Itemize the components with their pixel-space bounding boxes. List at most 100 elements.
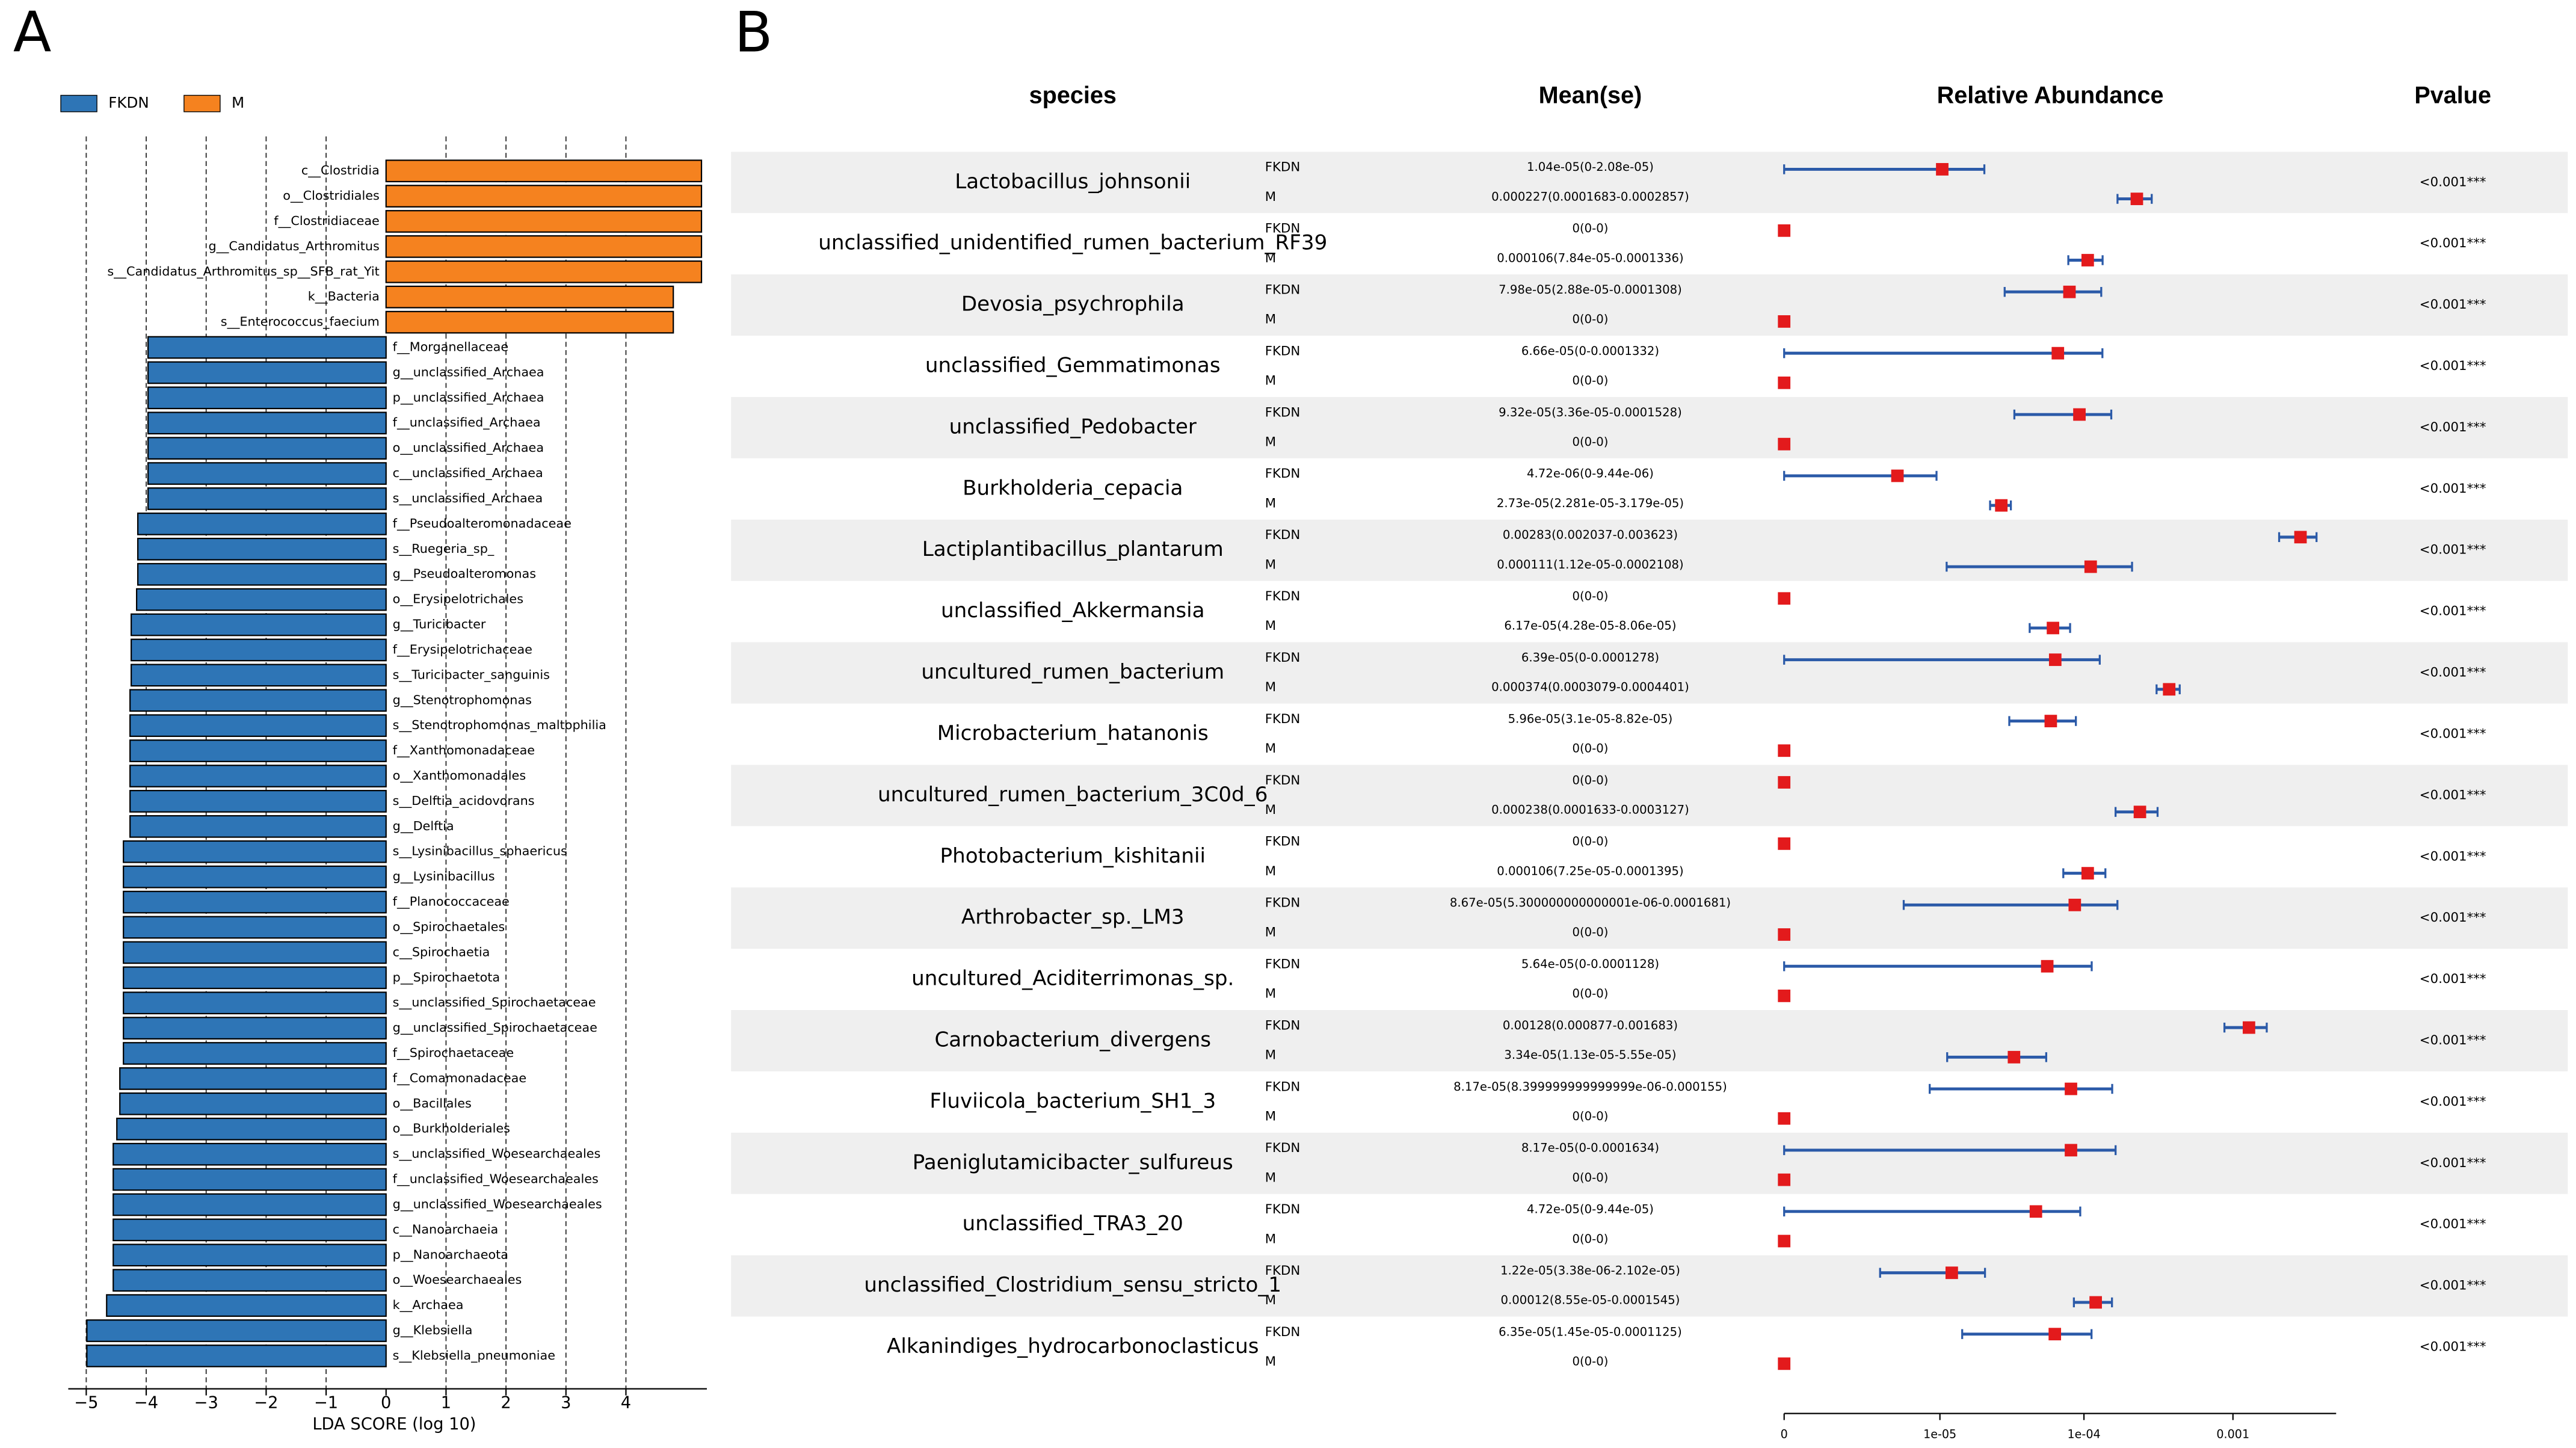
group-label: M <box>1265 741 1276 756</box>
x-axis-label: LDA SCORE (log 10) <box>312 1415 476 1434</box>
species-label: uncultured_rumen_bacterium_3C0d_6 <box>878 783 1268 807</box>
bar <box>131 613 387 636</box>
mean-marker <box>1778 990 1791 1002</box>
mean-se: 4.72e-06(0-9.44e-06) <box>1527 467 1654 481</box>
mean-se: 0(0-0) <box>1573 312 1609 326</box>
bar <box>106 1294 387 1317</box>
group-label: FKDN <box>1265 405 1301 420</box>
pvalue: <0.001*** <box>2420 1094 2486 1109</box>
mean-se: 6.17e-05(4.28e-05-8.06e-05) <box>1504 619 1676 633</box>
mean-se: 3.34e-05(1.13e-05-5.55e-05) <box>1504 1048 1676 1062</box>
mean-se: 0.000106(7.25e-05-0.0001395) <box>1497 864 1683 878</box>
mean-marker <box>2051 347 2065 360</box>
pvalue: <0.001*** <box>2420 726 2486 741</box>
group-label: M <box>1265 434 1276 449</box>
x-tick-label: −1 <box>314 1394 338 1413</box>
bar-label: g__unclassified_Spirochaetaceae <box>393 1020 597 1035</box>
x-tick-label: 2 <box>501 1394 511 1413</box>
row-band <box>731 152 2568 214</box>
mean-se: 0(0-0) <box>1573 1109 1609 1123</box>
bar <box>119 1067 387 1090</box>
bar <box>147 411 387 435</box>
mean-se: 0(0-0) <box>1573 221 1609 235</box>
bar <box>112 1142 387 1166</box>
group-label: FKDN <box>1265 344 1301 359</box>
group-label: M <box>1265 1231 1276 1246</box>
mean-se: 0(0-0) <box>1573 435 1609 449</box>
x-tick-label: 1 <box>441 1394 451 1413</box>
group-label: M <box>1265 864 1276 879</box>
bar <box>123 941 387 964</box>
group-label: M <box>1265 557 1276 572</box>
x-tick-label: 0 <box>381 1394 391 1413</box>
species-label: Burkholderia_cepacia <box>963 476 1183 500</box>
bar-label: f__Morganellaceae <box>393 340 508 355</box>
group-label: FKDN <box>1265 712 1301 727</box>
pvalue: <0.001*** <box>2420 359 2486 374</box>
bar-label: f__unclassified_Woesearchaeales <box>393 1172 599 1187</box>
mean-se: 4.72e-05(0-9.44e-05) <box>1527 1203 1654 1216</box>
mean-se: 6.35e-05(1.45e-05-0.0001125) <box>1499 1325 1682 1339</box>
bar <box>123 865 387 889</box>
bar-label: o__unclassified_Archaea <box>393 440 544 455</box>
bar-label: s__Lysinibacillus_sphaericus <box>393 844 567 859</box>
mean-marker <box>1778 1234 1791 1248</box>
bar <box>112 1218 387 1242</box>
bar-label: f__Erysipelotrichaceae <box>393 642 532 657</box>
group-label: FKDN <box>1265 1018 1301 1033</box>
mean-se: 6.39e-05(0-0.0001278) <box>1521 650 1659 664</box>
group-label: FKDN <box>1265 221 1301 236</box>
group-label: FKDN <box>1265 1202 1301 1217</box>
bar <box>123 890 387 914</box>
mean-se: 0(0-0) <box>1573 773 1609 787</box>
mean-se: 0.000238(0.0001633-0.0003127) <box>1491 803 1689 816</box>
bar <box>137 537 387 561</box>
bar <box>112 1168 387 1191</box>
bar <box>147 336 387 359</box>
row-band <box>731 396 2568 458</box>
bar <box>112 1243 387 1267</box>
bar <box>385 310 674 334</box>
species-label: Lactiplantibacillus_plantarum <box>922 537 1224 561</box>
bar <box>385 159 703 182</box>
pvalue: <0.001*** <box>2420 236 2486 251</box>
mean-marker <box>2047 621 2059 635</box>
bar-label: p__Spirochaetota <box>393 970 500 985</box>
bar-label: o__Bacillales <box>393 1096 472 1111</box>
species-label: uncultured_Aciditerrimonas_sp. <box>911 967 1234 991</box>
bar <box>86 1345 387 1367</box>
x-tick-label: 0 <box>1781 1428 1788 1441</box>
mean-marker <box>2084 560 2097 573</box>
species-label: Fluviicola_bacterium_SH1_3 <box>929 1089 1216 1113</box>
row-band <box>731 1132 2568 1194</box>
bar <box>136 588 387 611</box>
pvalue: <0.001*** <box>2420 849 2486 864</box>
mean-se: 0(0-0) <box>1573 590 1609 603</box>
group-label: M <box>1265 1048 1276 1063</box>
species-label: unclassified_Gemmatimonas <box>925 353 1221 377</box>
group-label: FKDN <box>1265 466 1301 481</box>
group-label: FKDN <box>1265 589 1301 604</box>
bar-label: p__Nanoarchaeota <box>393 1247 508 1262</box>
group-label: FKDN <box>1265 1079 1301 1094</box>
row-band <box>731 1010 2568 1071</box>
species-label: Photobacterium_kishitanii <box>940 844 1206 868</box>
bar-label: o__Xanthomonadales <box>393 768 526 783</box>
bar <box>129 714 387 738</box>
bar <box>123 1017 387 1040</box>
species-label: Carnobacterium_divergens <box>934 1027 1211 1052</box>
bar-label: f__unclassified_Archaea <box>393 415 541 430</box>
species-label: unclassified_Pedobacter <box>949 414 1197 439</box>
legend-swatch <box>60 94 97 112</box>
bar <box>137 562 387 586</box>
mean-se: 0(0-0) <box>1573 925 1609 939</box>
bar <box>147 437 387 460</box>
mean-marker <box>1778 592 1791 605</box>
row-band <box>731 274 2568 336</box>
bar-label: s__Candidatus_Arthromitus_sp__SFB_rat_Yi… <box>107 264 379 279</box>
bar-label: g__Pseudoalteromonas <box>393 567 536 582</box>
mean-se: 1.22e-05(3.38e-06-2.102e-05) <box>1500 1264 1680 1278</box>
bar <box>129 765 387 787</box>
bar-label: s__unclassified_Woesearchaeales <box>393 1147 601 1162</box>
